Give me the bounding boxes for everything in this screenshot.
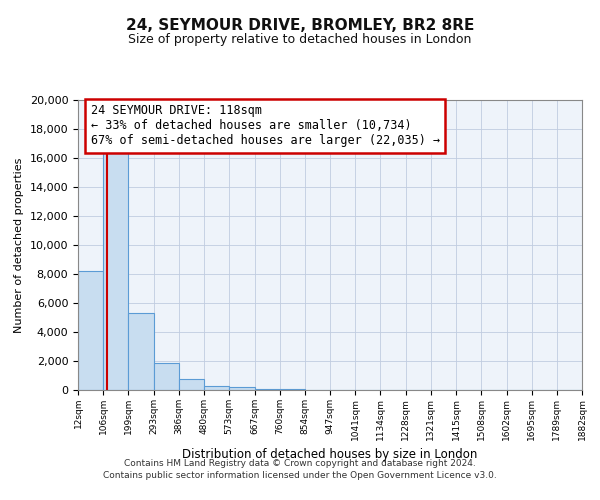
Bar <box>78 271 103 390</box>
Bar <box>103 150 128 390</box>
Text: Contains public sector information licensed under the Open Government Licence v3: Contains public sector information licen… <box>103 471 497 480</box>
Bar <box>128 313 154 390</box>
Bar <box>204 386 229 390</box>
Text: Size of property relative to detached houses in London: Size of property relative to detached ho… <box>128 32 472 46</box>
X-axis label: Distribution of detached houses by size in London: Distribution of detached houses by size … <box>182 448 478 461</box>
Bar <box>179 379 204 390</box>
Text: 24 SEYMOUR DRIVE: 118sqm
← 33% of detached houses are smaller (10,734)
67% of se: 24 SEYMOUR DRIVE: 118sqm ← 33% of detach… <box>91 104 440 148</box>
Y-axis label: Number of detached properties: Number of detached properties <box>14 158 24 332</box>
Bar <box>254 388 280 390</box>
Bar <box>229 388 254 390</box>
Text: 24, SEYMOUR DRIVE, BROMLEY, BR2 8RE: 24, SEYMOUR DRIVE, BROMLEY, BR2 8RE <box>126 18 474 32</box>
Bar <box>280 389 305 390</box>
Bar <box>154 363 179 390</box>
Text: Contains HM Land Registry data © Crown copyright and database right 2024.: Contains HM Land Registry data © Crown c… <box>124 458 476 468</box>
